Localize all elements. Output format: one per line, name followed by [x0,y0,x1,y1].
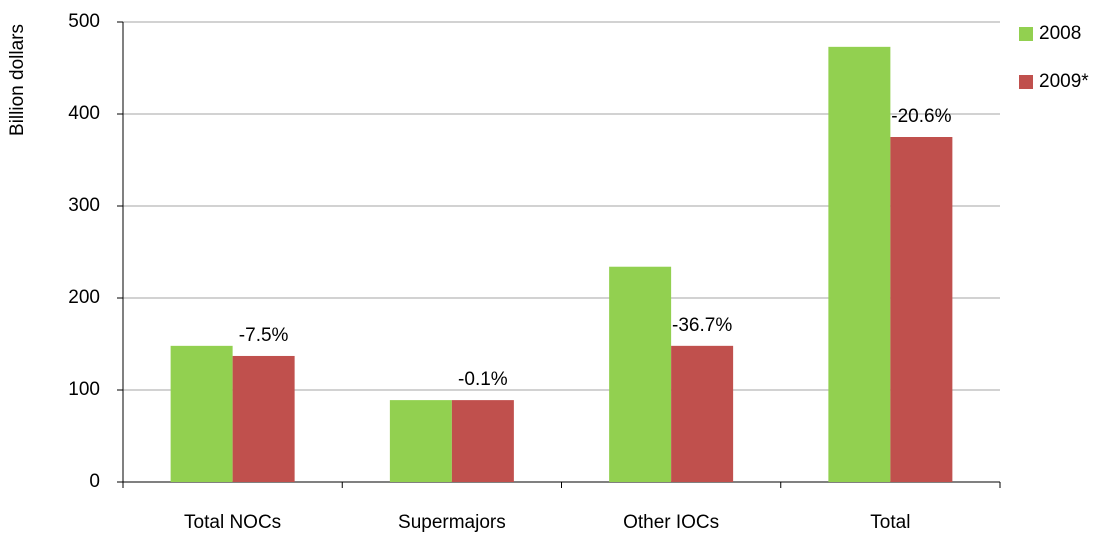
legend-label: 2009* [1039,71,1089,92]
annotation: -20.6% [891,106,951,127]
annotation: -0.1% [458,369,508,390]
annotation: -7.5% [239,325,289,346]
annotation: -36.7% [672,315,732,336]
y-tick-label: 400 [68,103,100,124]
bar [232,355,295,482]
y-tick-label: 300 [68,195,100,216]
bar [671,345,734,482]
bar [170,345,233,482]
y-tick-label: 0 [89,471,100,492]
bar [389,400,452,482]
bar [451,400,514,482]
y-tick-label: 100 [68,379,100,400]
legend-swatch [1019,75,1033,89]
y-axis-title: Billion dollars [7,24,28,136]
bar [609,266,672,482]
bar [890,137,953,482]
x-tick-label: Total [870,512,910,533]
y-tick-label: 500 [68,11,100,32]
x-tick-label: Supermajors [398,512,506,533]
y-tick-label: 200 [68,287,100,308]
bar [828,46,891,483]
legend-swatch [1019,27,1033,41]
x-tick-label: Total NOCs [184,512,281,533]
legend-label: 2008 [1039,23,1081,44]
x-tick-label: Other IOCs [623,512,719,533]
